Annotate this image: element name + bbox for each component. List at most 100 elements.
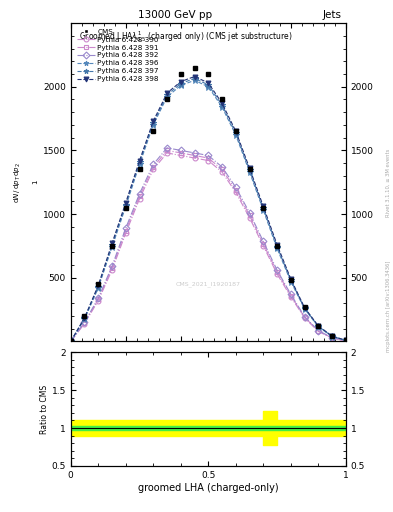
Pythia 6.428 397	[330, 333, 334, 339]
Pythia 6.428 391	[288, 292, 293, 298]
Pythia 6.428 397	[302, 305, 307, 311]
Pythia 6.428 391	[68, 338, 73, 345]
Pythia 6.428 396	[302, 306, 307, 312]
Pythia 6.428 391	[343, 338, 348, 344]
Pythia 6.428 398	[247, 165, 252, 172]
CMS	[220, 96, 224, 102]
CMS	[288, 277, 293, 283]
Pythia 6.428 392	[288, 291, 293, 297]
Pythia 6.428 397	[220, 102, 224, 108]
Legend: CMS, Pythia 6.428 390, Pythia 6.428 391, Pythia 6.428 392, Pythia 6.428 396, Pyt: CMS, Pythia 6.428 390, Pythia 6.428 391,…	[74, 27, 161, 84]
Pythia 6.428 392	[302, 313, 307, 319]
Text: Rivet 3.1.10, ≥ 3M events: Rivet 3.1.10, ≥ 3M events	[386, 149, 391, 217]
Line: CMS: CMS	[68, 65, 348, 344]
Pythia 6.428 397	[233, 130, 238, 136]
Pythia 6.428 398	[288, 276, 293, 282]
CMS	[178, 71, 183, 77]
Pythia 6.428 391	[137, 193, 142, 199]
Pythia 6.428 390	[165, 150, 169, 156]
Pythia 6.428 390	[206, 158, 211, 164]
Pythia 6.428 390	[96, 297, 101, 304]
Pythia 6.428 390	[178, 153, 183, 159]
Pythia 6.428 396	[137, 161, 142, 167]
Pythia 6.428 396	[220, 104, 224, 110]
Pythia 6.428 392	[233, 184, 238, 190]
Pythia 6.428 391	[247, 212, 252, 219]
Pythia 6.428 397	[261, 205, 266, 211]
Pythia 6.428 397	[68, 338, 73, 345]
Pythia 6.428 390	[343, 338, 348, 344]
Pythia 6.428 398	[302, 305, 307, 311]
Pythia 6.428 392	[206, 153, 211, 159]
Pythia 6.428 390	[288, 294, 293, 300]
Pythia 6.428 398	[206, 80, 211, 86]
Pythia 6.428 396	[96, 285, 101, 291]
Pythia 6.428 392	[261, 239, 266, 245]
Pythia 6.428 392	[316, 328, 321, 334]
CMS	[96, 281, 101, 287]
Text: mcplots.cern.ch [arXiv:1306.3436]: mcplots.cern.ch [arXiv:1306.3436]	[386, 260, 391, 352]
CMS	[302, 304, 307, 310]
Pythia 6.428 391	[82, 320, 87, 326]
Pythia 6.428 391	[330, 335, 334, 341]
CMS	[110, 243, 114, 249]
Pythia 6.428 398	[316, 323, 321, 329]
CMS	[316, 323, 321, 329]
Pythia 6.428 390	[247, 215, 252, 221]
CMS	[261, 205, 266, 211]
CMS	[82, 313, 87, 319]
Pythia 6.428 397	[137, 159, 142, 165]
Pythia 6.428 398	[261, 203, 266, 209]
Pythia 6.428 390	[137, 196, 142, 202]
CMS	[165, 96, 169, 102]
Pythia 6.428 398	[96, 282, 101, 288]
Pythia 6.428 398	[233, 128, 238, 134]
Pythia 6.428 396	[82, 316, 87, 322]
Pythia 6.428 397	[316, 323, 321, 329]
Pythia 6.428 398	[330, 333, 334, 339]
Pythia 6.428 390	[220, 169, 224, 175]
Pythia 6.428 390	[192, 155, 197, 161]
Pythia 6.428 396	[233, 132, 238, 138]
Pythia 6.428 398	[220, 100, 224, 106]
Pythia 6.428 397	[247, 167, 252, 173]
Line: Pythia 6.428 391: Pythia 6.428 391	[68, 148, 348, 344]
CMS	[151, 128, 156, 134]
Pythia 6.428 396	[247, 169, 252, 175]
Line: Pythia 6.428 396: Pythia 6.428 396	[68, 77, 349, 345]
Pythia 6.428 391	[275, 269, 279, 275]
Pythia 6.428 391	[110, 265, 114, 271]
Pythia 6.428 392	[68, 338, 73, 345]
Line: Pythia 6.428 398: Pythia 6.428 398	[68, 74, 348, 344]
Pythia 6.428 391	[192, 153, 197, 159]
Pythia 6.428 396	[316, 324, 321, 330]
Pythia 6.428 396	[192, 77, 197, 83]
Text: Jets: Jets	[323, 10, 342, 20]
Pythia 6.428 391	[123, 227, 128, 233]
Pythia 6.428 397	[343, 337, 348, 344]
Pythia 6.428 392	[123, 225, 128, 231]
Pythia 6.428 391	[261, 241, 266, 247]
Line: Pythia 6.428 392: Pythia 6.428 392	[68, 145, 348, 344]
Pythia 6.428 392	[275, 267, 279, 273]
CMS	[123, 205, 128, 211]
Pythia 6.428 392	[137, 190, 142, 197]
Pythia 6.428 397	[206, 82, 211, 88]
Pythia 6.428 398	[151, 118, 156, 124]
Pythia 6.428 396	[330, 333, 334, 339]
Pythia 6.428 396	[178, 82, 183, 89]
Pythia 6.428 392	[330, 335, 334, 341]
Line: Pythia 6.428 390: Pythia 6.428 390	[68, 151, 348, 344]
Pythia 6.428 391	[233, 187, 238, 193]
Pythia 6.428 398	[178, 78, 183, 84]
Pythia 6.428 391	[96, 296, 101, 303]
Pythia 6.428 392	[247, 210, 252, 216]
CMS	[192, 65, 197, 71]
CMS	[206, 71, 211, 77]
Pythia 6.428 392	[151, 161, 156, 167]
Pythia 6.428 390	[233, 189, 238, 196]
Pythia 6.428 396	[68, 338, 73, 345]
Pythia 6.428 397	[110, 242, 114, 248]
Pythia 6.428 390	[68, 338, 73, 345]
Pythia 6.428 392	[96, 295, 101, 301]
